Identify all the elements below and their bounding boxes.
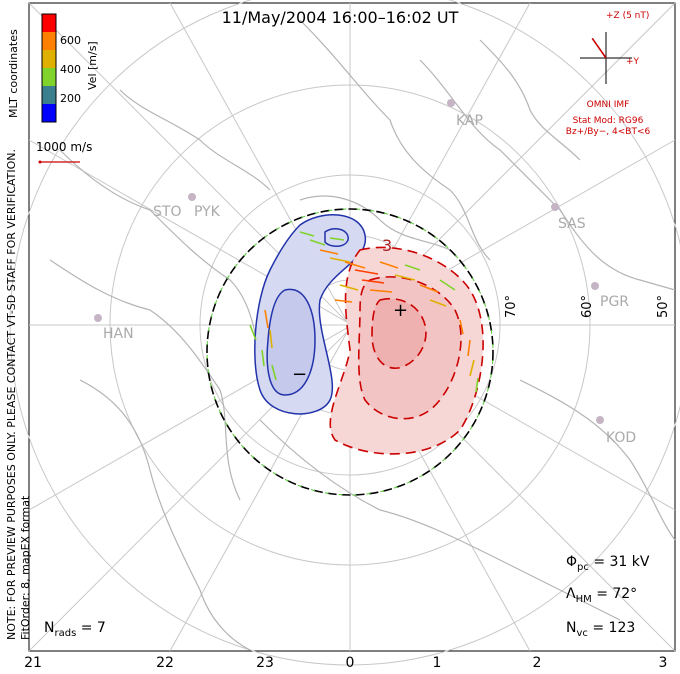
velocity-colorbar [41, 13, 57, 123]
velocity-scale-dot [38, 160, 42, 164]
station-sto: STO [153, 204, 182, 220]
imf-y-label: +Y [626, 57, 640, 67]
imf-z-label: +Z (5 nT) [606, 11, 650, 21]
negative-cell [254, 214, 366, 415]
colorbar-swatch [42, 32, 56, 50]
imf-source: OMNI IMF [586, 100, 630, 110]
colorbar-swatch [42, 68, 56, 86]
mlt-label-21: 21 [24, 655, 42, 671]
mlt-label-2: 2 [532, 655, 542, 671]
colorbar-label: Vel [m/s] [86, 41, 99, 90]
coastlines [49, 19, 676, 651]
station-pgr: PGR [600, 294, 630, 310]
lat-label-60: 60° [580, 294, 595, 318]
colorbar-tick-600: 600 [60, 34, 81, 47]
stat-lambda-hm: ΛHM = 72° [566, 586, 638, 605]
colorbar-swatch [42, 50, 56, 68]
imf-model-line2: Bz+/By−, 4<BT<6 [565, 127, 651, 137]
imf-model-line1: Stat Mod: RG96 [572, 116, 644, 126]
mlt-label-22: 22 [156, 655, 174, 671]
station-pyk: PYK [194, 204, 220, 220]
stat-n-rads: Nrads = 7 [44, 620, 106, 639]
colorbar-border [41, 13, 57, 123]
lat-label-70: 70° [504, 294, 519, 318]
negative-cell-marker: − [292, 364, 308, 385]
fit-order-note: FitOrder: 8, mapEX format [19, 495, 32, 640]
velocity-scale-label: 1000 m/s [36, 140, 93, 154]
colorbar-swatch [42, 104, 56, 122]
contour-label: 3 [382, 236, 393, 255]
colorbar-swatch [42, 86, 56, 104]
stat-phi-pc: Φpc = 31 kV [566, 554, 650, 573]
station-markers [94, 99, 604, 424]
mlt-label-1: 1 [432, 655, 442, 671]
colorbar-swatch [42, 14, 56, 32]
preview-notice: NOTE: FOR PREVIEW PURPOSES ONLY. PLEASE … [5, 148, 18, 640]
colorbar-tick-400: 400 [60, 63, 81, 76]
mlt-label-23: 23 [256, 655, 274, 671]
plot-frame [28, 2, 676, 652]
coordinates-label: MLT coordinates [7, 29, 20, 118]
positive-cell-marker: + [393, 300, 409, 321]
station-kap: KAP [456, 113, 483, 129]
map-title: 11/May/2004 16:00–16:02 UT [221, 8, 459, 27]
colorbar-tick-200: 200 [60, 92, 81, 105]
velocity-vectors [249, 231, 479, 393]
mlt-label-3: 3 [658, 655, 668, 671]
station-sas: SAS [558, 216, 586, 232]
positive-cell [329, 246, 484, 455]
station-han: HAN [103, 326, 134, 342]
stat-n-vc: Nvc = 123 [566, 620, 636, 639]
station-kod: KOD [606, 430, 637, 446]
mlt-label-0: 0 [345, 655, 355, 671]
imf-dial [580, 32, 632, 84]
hm-boundary [206, 208, 494, 496]
lat-label-50: 50° [656, 294, 671, 318]
